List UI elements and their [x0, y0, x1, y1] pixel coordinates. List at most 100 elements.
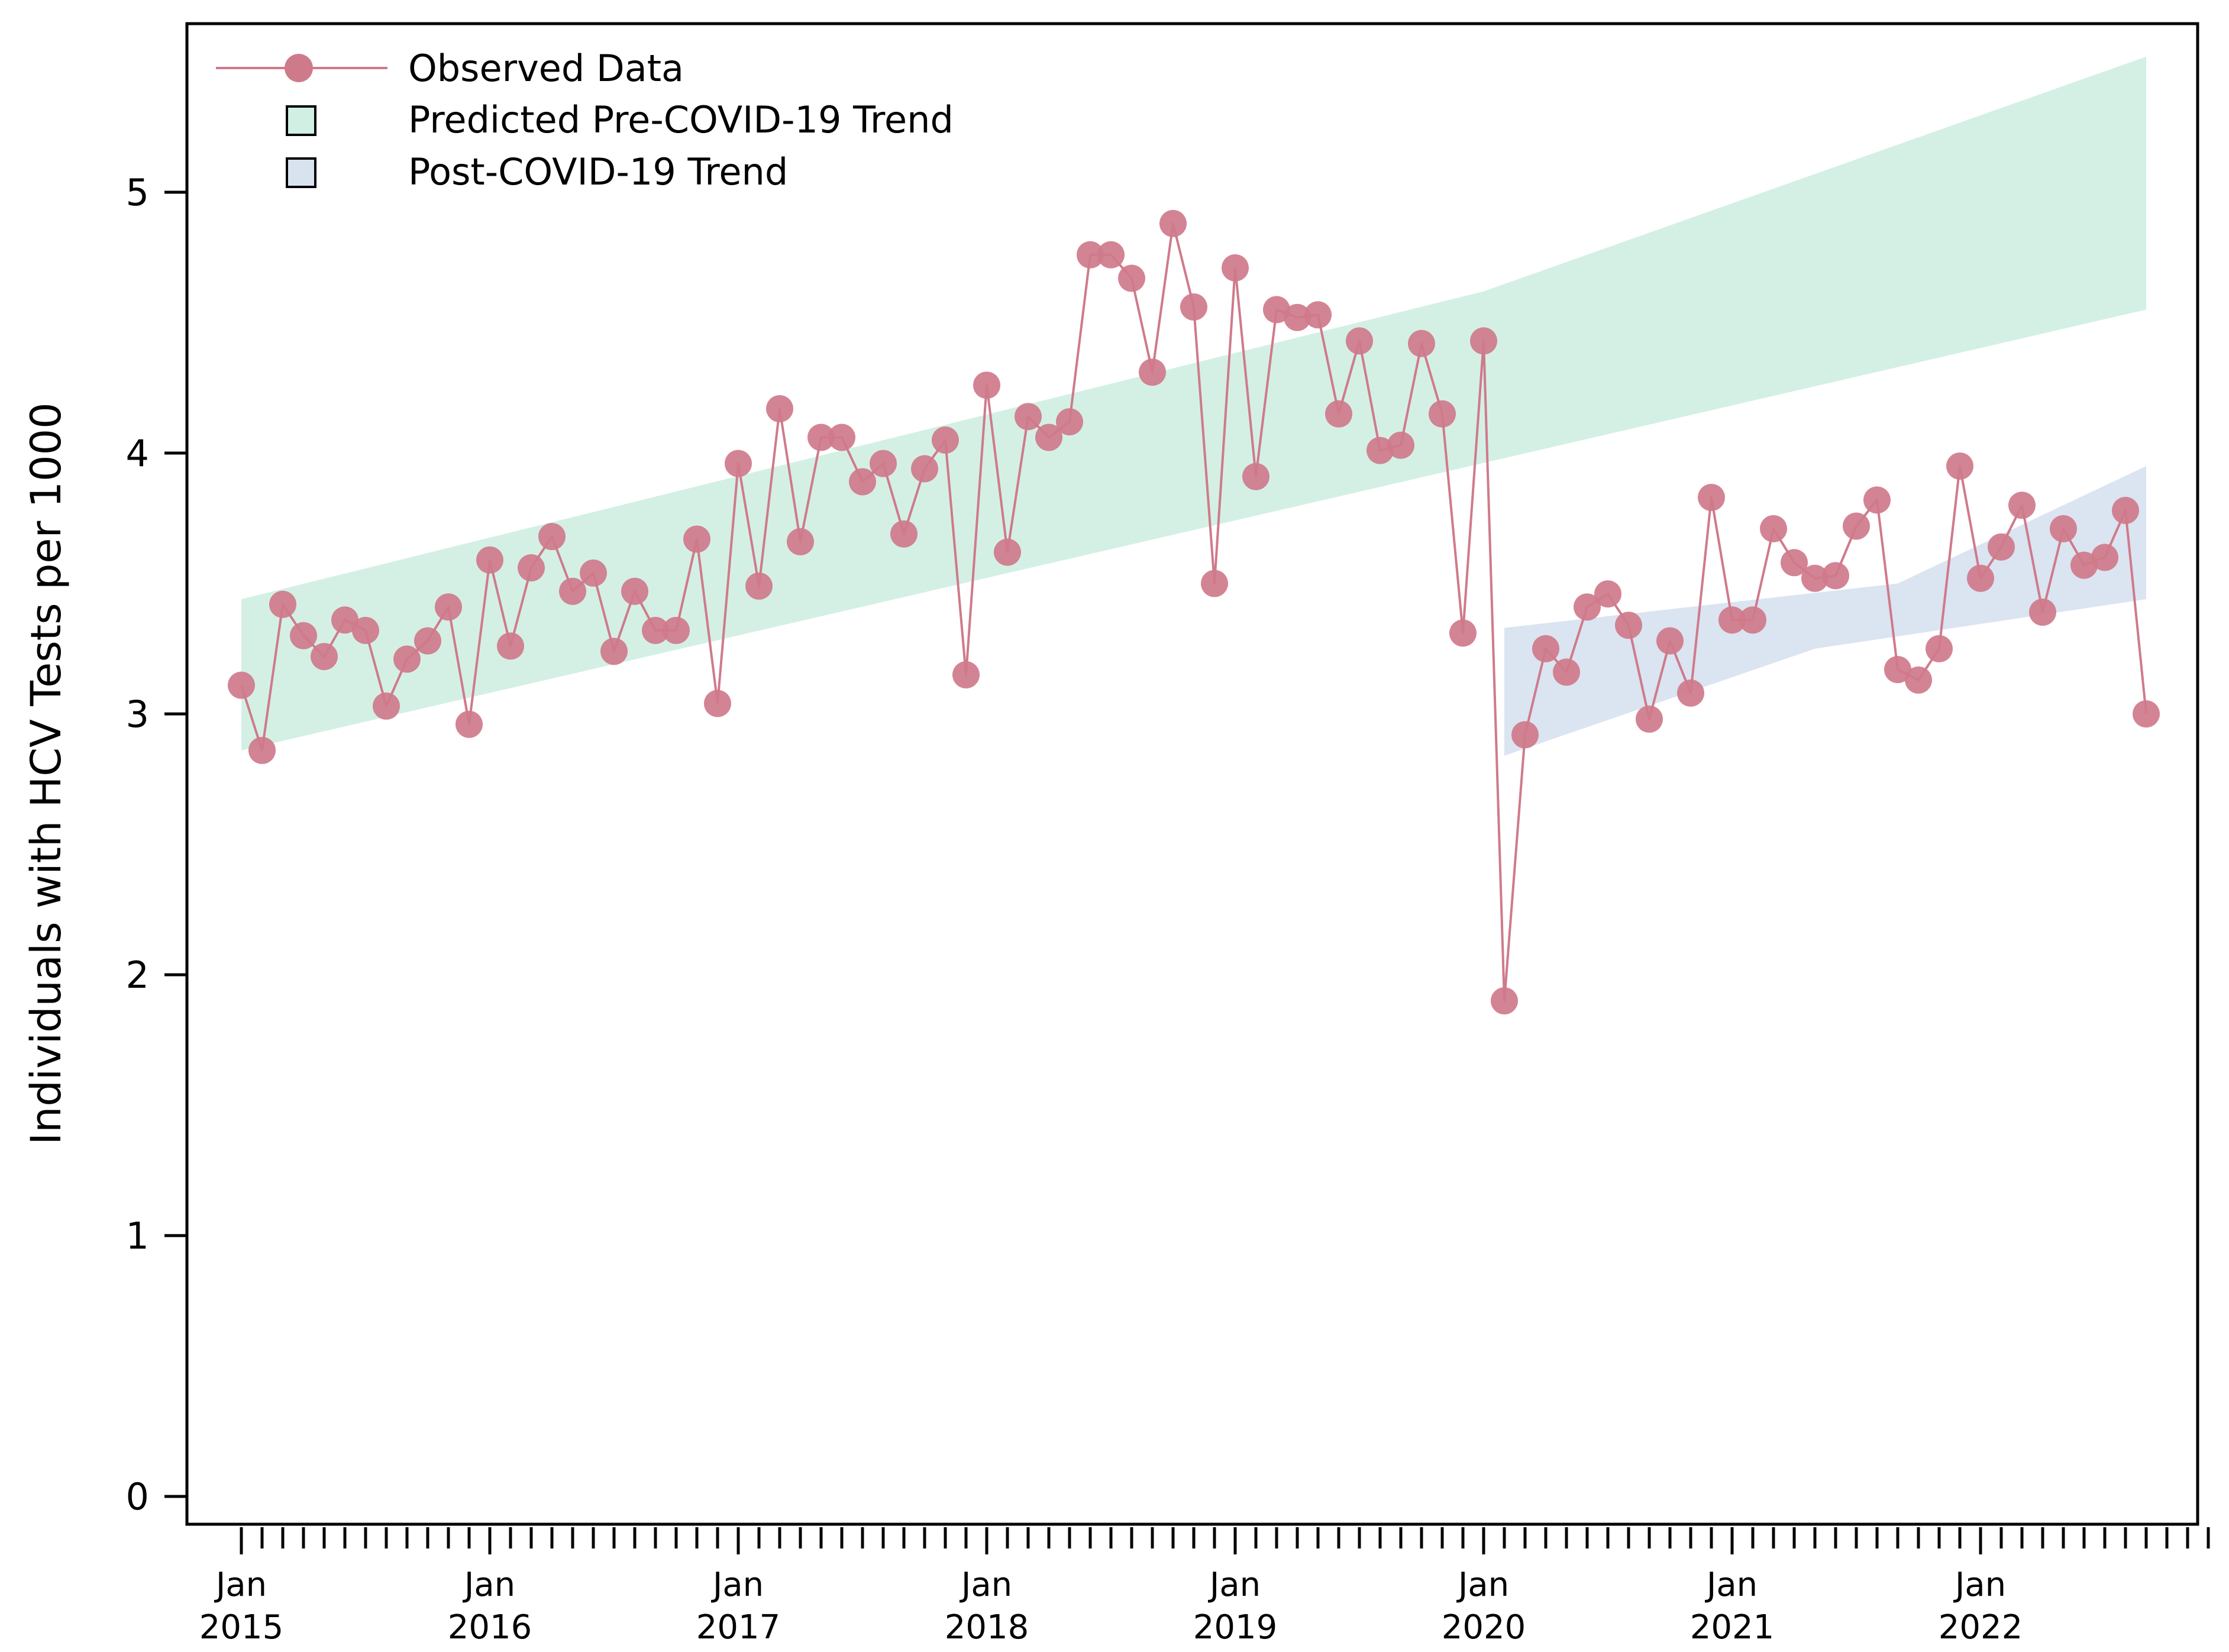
observed-data-point: [1760, 515, 1787, 542]
observed-data-point: [331, 606, 358, 634]
observed-data-point: [435, 593, 462, 621]
x-tick-label-year: 2019: [1193, 1608, 1278, 1647]
observed-data-point: [663, 616, 690, 644]
observed-data-point: [911, 455, 938, 483]
x-tick-label-month: Jan: [1208, 1566, 1261, 1604]
observed-data-point: [1263, 296, 1290, 324]
legend-label-post-covid: Post-COVID-19 Trend: [408, 150, 788, 193]
observed-data-point: [1532, 635, 1559, 662]
y-tick-label: 1: [126, 1214, 149, 1257]
observed-data-point: [1139, 358, 1166, 386]
y-tick-label: 5: [126, 171, 149, 214]
observed-data-point: [1408, 329, 1435, 357]
observed-data-point: [1698, 484, 1725, 511]
x-tick-label-year: 2017: [696, 1608, 781, 1647]
observed-data-point: [1636, 705, 1663, 733]
observed-data-point: [621, 577, 648, 605]
observed-data-point: [1449, 619, 1477, 647]
observed-data-point: [1967, 564, 1994, 592]
observed-data-point: [1015, 403, 1042, 431]
observed-data-point: [1677, 679, 1704, 707]
observed-data-point: [1822, 562, 1849, 590]
observed-data-point: [745, 572, 773, 600]
observed-data-point: [352, 616, 379, 644]
legend-band-swatch-post-covid: [286, 157, 316, 188]
x-tick-label-year: 2018: [945, 1608, 1029, 1647]
observed-data-point: [2029, 599, 2056, 626]
observed-data-point: [828, 423, 855, 451]
observed-data-point: [1988, 533, 2015, 561]
y-tick-label: 0: [126, 1475, 149, 1518]
observed-data-point: [2050, 515, 2077, 542]
y-tick-label: 2: [126, 953, 149, 997]
observed-data-point: [228, 671, 255, 699]
observed-data-point: [890, 520, 918, 548]
observed-data-point: [994, 538, 1021, 566]
observed-data-point: [1387, 431, 1414, 459]
observed-data-point: [1180, 293, 1207, 321]
observed-data-point: [269, 590, 296, 618]
observed-data-point: [807, 423, 835, 451]
observed-data-point: [870, 450, 897, 477]
observed-data-point: [725, 450, 752, 477]
observed-data-point: [559, 577, 586, 605]
observed-data-point: [1284, 303, 1311, 331]
observed-data-point: [1656, 627, 1684, 655]
y-axis: 0 1 2 3 4 5: [126, 171, 187, 1518]
observed-data-point: [600, 638, 628, 665]
x-tick-label-month: Jan: [1456, 1566, 1509, 1604]
observed-data-point: [580, 559, 607, 587]
observed-data-point: [683, 525, 710, 553]
x-tick-label-year: 2020: [1442, 1608, 1526, 1647]
observed-data-point: [1159, 209, 1187, 237]
legend-marker-swatch: [285, 54, 313, 82]
observed-data-point: [1367, 437, 1394, 464]
observed-data-point: [2091, 544, 2118, 571]
y-axis-label: Individuals with HCV Tests per 1000: [22, 402, 70, 1145]
observed-data-point: [476, 546, 503, 574]
observed-data-point: [2133, 700, 2160, 728]
observed-data-point: [1304, 301, 1332, 329]
observed-data-point: [952, 661, 980, 688]
observed-data-point: [2008, 492, 2036, 519]
observed-data-point: [1843, 512, 1870, 540]
x-tick-label-month: Jan: [214, 1566, 267, 1604]
observed-data-point: [1470, 327, 1497, 355]
observed-data-point: [1118, 264, 1145, 292]
observed-data-point: [373, 692, 400, 720]
observed-data-point: [311, 643, 338, 670]
observed-data-point: [1201, 570, 1228, 597]
observed-data-point: [766, 395, 793, 422]
observed-data-point: [1097, 241, 1125, 269]
observed-data-point: [1863, 486, 1891, 514]
observed-data-point: [1594, 580, 1621, 608]
x-axis: Jan 2015 Jan 2016 Jan 2017 Jan 2018 Jan 2019 Jan 20…: [199, 1527, 2210, 1647]
observed-series: [228, 209, 2160, 1015]
observed-data-point: [1801, 564, 1829, 592]
legend-item-pre-covid: Predicted Pre-COVID-19 Trend: [286, 98, 954, 141]
observed-data-point: [456, 710, 483, 738]
observed-data-point: [248, 736, 276, 764]
observed-data-point: [1905, 666, 1932, 694]
observed-data-point: [849, 468, 876, 496]
x-tick-label-month: Jan: [1953, 1566, 2006, 1604]
observed-data-point: [787, 528, 814, 555]
observed-data-point: [1574, 593, 1601, 621]
x-tick-label-month: Jan: [1705, 1566, 1758, 1604]
legend-label-observed: Observed Data: [408, 47, 684, 90]
observed-data-point: [1346, 327, 1373, 355]
plot-frame: [185, 22, 2199, 1526]
observed-data-point: [932, 426, 959, 454]
observed-data-point: [1946, 452, 1973, 480]
observed-data-point: [1511, 721, 1539, 749]
observed-data-point: [1035, 423, 1062, 451]
observed-data-point: [1884, 656, 1911, 683]
observed-data-point: [393, 645, 421, 673]
observed-data-point: [1718, 606, 1746, 634]
observed-data-point: [1553, 658, 1580, 686]
x-tick-label-month: Jan: [463, 1566, 515, 1604]
x-tick-label-year: 2022: [1939, 1608, 2023, 1647]
observed-data-point: [704, 690, 731, 717]
observed-data-point: [1077, 241, 1104, 269]
